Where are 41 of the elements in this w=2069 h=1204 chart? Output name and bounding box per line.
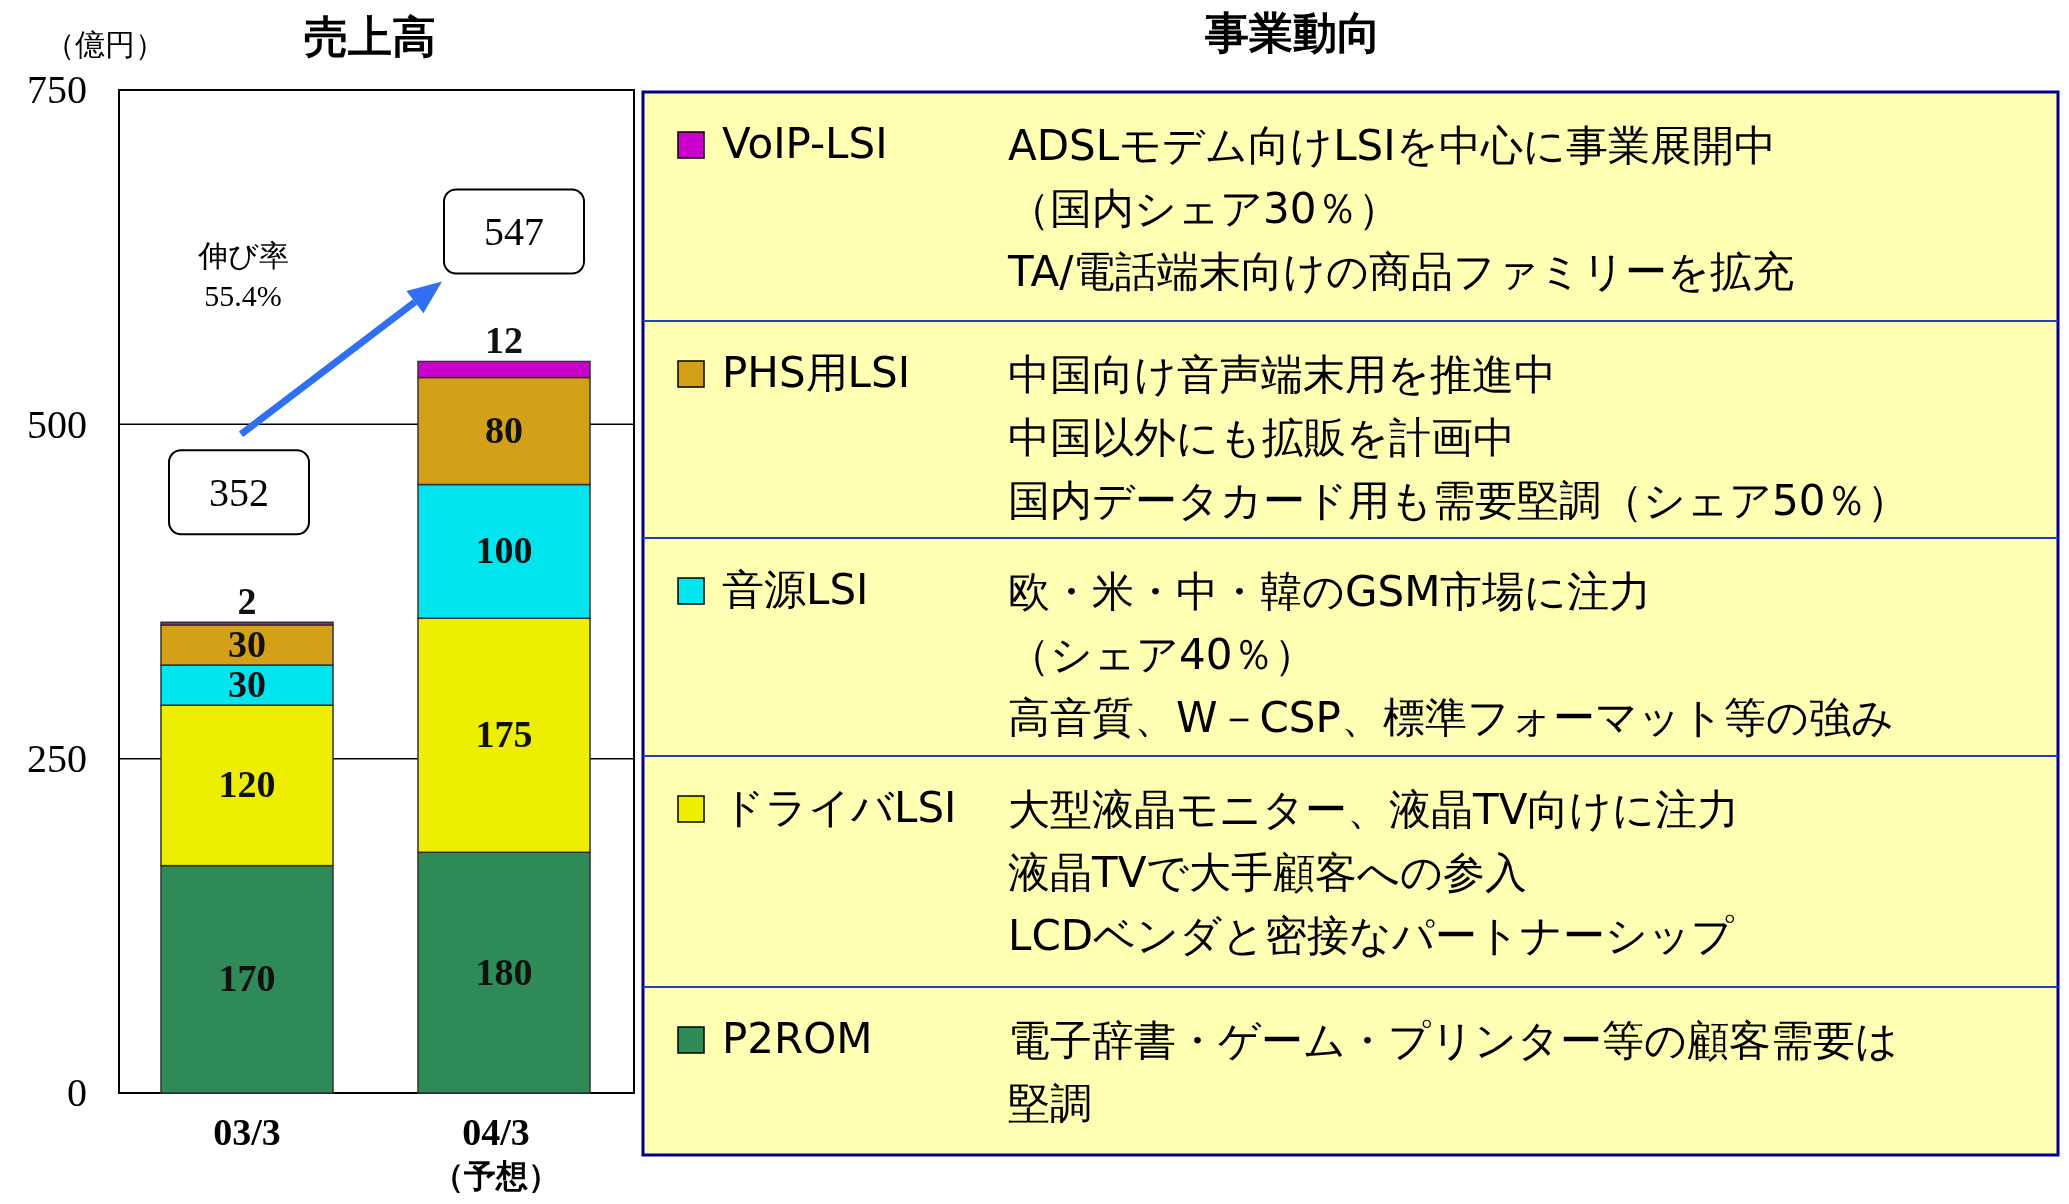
data-label: 12 xyxy=(485,319,523,362)
text: 液晶TVで大手顧客への参入 xyxy=(1008,848,1528,897)
text: 事業動向 xyxy=(1204,7,1381,58)
total-label: 352 xyxy=(209,470,269,516)
text: 大型液晶モニター、液晶TV向けに注力 xyxy=(1008,785,1740,834)
data-label: 30 xyxy=(228,622,266,665)
legend-label: ドライバLSI xyxy=(722,783,957,832)
text: 堅調 xyxy=(1008,1079,1092,1128)
text: （シェア40％） xyxy=(1008,630,1317,679)
data-label: 180 xyxy=(475,950,533,993)
x-tick-label: 04/3 （予想） xyxy=(432,1111,560,1195)
chart-title: 売上高 xyxy=(304,11,436,62)
legend-label: 音源LSI xyxy=(722,565,869,614)
legend-label: PHS用LSI xyxy=(722,348,911,397)
y-tick-label: 250 xyxy=(27,735,87,781)
text: （国内シェア30％） xyxy=(1008,184,1401,233)
annotation: 伸び率 55.4% xyxy=(196,238,289,312)
text: 中国以外にも拡販を計画中 xyxy=(1008,413,1515,462)
x-tick-label: 03/3 xyxy=(213,1111,281,1153)
text: 国内データカード用も需要堅調（シェア50％） xyxy=(1008,476,1910,525)
text: TA/電話端末向けの商品ファミリーを拡充 xyxy=(1007,247,1795,296)
legend-label: P2ROM xyxy=(722,1014,873,1063)
total-label: 547 xyxy=(484,209,544,255)
text: 欧・米・中・韓のGSM市場に注力 xyxy=(1008,567,1652,616)
text: 高音質、W－CSP、標準フォーマット等の強み xyxy=(1008,693,1894,742)
text: ADSLモデム向けLSIを中心に事業展開中 xyxy=(1008,121,1776,170)
data-label: 120 xyxy=(218,763,276,806)
y-tick-label: 0 xyxy=(67,1070,87,1116)
text: 電子辞書・ゲーム・プリンター等の顧客需要は xyxy=(1008,1016,1898,1065)
data-label: 80 xyxy=(485,409,523,452)
data-label: 2 xyxy=(237,580,257,623)
data-label: 170 xyxy=(218,957,276,1000)
text: 中国向け音声端末用を推進中 xyxy=(1008,350,1556,399)
y-tick-label: 750 xyxy=(27,67,87,113)
y-axis-title: （億円） xyxy=(45,27,165,62)
y-tick-label: 500 xyxy=(27,401,87,447)
data-label: 175 xyxy=(475,713,533,756)
text: LCDベンダと密接なパートナーシップ xyxy=(1008,911,1736,960)
data-label: 30 xyxy=(228,663,266,706)
legend-label: VoIP-LSI xyxy=(722,119,888,168)
data-label: 100 xyxy=(475,529,533,572)
